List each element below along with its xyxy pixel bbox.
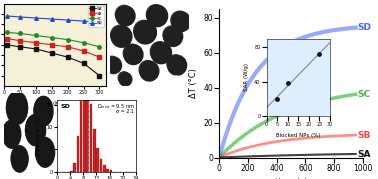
Circle shape [36, 137, 54, 167]
Bar [100, 159, 102, 172]
Circle shape [140, 61, 159, 81]
Circle shape [167, 55, 184, 72]
Text: SB: SB [357, 131, 370, 140]
Circle shape [105, 56, 119, 71]
Circle shape [172, 12, 191, 32]
Circle shape [3, 121, 18, 144]
Circle shape [11, 146, 28, 172]
Circle shape [134, 20, 154, 41]
Y-axis label: Frequency (%): Frequency (%) [36, 116, 41, 156]
Circle shape [123, 44, 140, 62]
Bar [70, 171, 73, 172]
Circle shape [105, 57, 121, 74]
Circle shape [151, 42, 172, 64]
Circle shape [111, 25, 129, 45]
Circle shape [111, 26, 132, 47]
Bar [96, 148, 99, 172]
Bar [103, 165, 105, 172]
Circle shape [124, 45, 143, 64]
Circle shape [36, 138, 52, 163]
Text: 20 nm: 20 nm [163, 74, 179, 79]
Circle shape [34, 97, 51, 122]
Circle shape [7, 92, 25, 120]
Circle shape [164, 27, 183, 46]
Circle shape [150, 42, 169, 61]
Text: SA: SA [357, 149, 371, 159]
Circle shape [115, 5, 132, 23]
Circle shape [25, 115, 46, 146]
Circle shape [34, 96, 53, 126]
Circle shape [3, 120, 21, 148]
Circle shape [118, 72, 130, 84]
Circle shape [171, 11, 188, 29]
Circle shape [134, 21, 156, 44]
Text: D$_{med}$ = 9.5 nm: D$_{med}$ = 9.5 nm [97, 102, 135, 111]
Legend: SA, SB, SC, SD: SA, SB, SC, SD [88, 6, 104, 27]
Circle shape [167, 55, 187, 75]
Bar [87, 84, 89, 172]
Bar [73, 163, 76, 172]
Circle shape [163, 26, 180, 44]
Circle shape [139, 61, 156, 78]
Circle shape [116, 6, 135, 26]
Text: SD: SD [357, 23, 371, 32]
Y-axis label: ΔT (°C): ΔT (°C) [189, 68, 198, 98]
Bar [110, 170, 112, 172]
Bar [80, 101, 82, 172]
Text: SD: SD [60, 104, 71, 109]
Circle shape [6, 91, 28, 124]
Circle shape [147, 5, 167, 27]
Text: σ = 2.1: σ = 2.1 [116, 109, 135, 114]
Circle shape [11, 146, 26, 168]
Circle shape [26, 115, 43, 142]
X-axis label: time (s): time (s) [275, 178, 307, 179]
Bar [90, 104, 92, 172]
Text: SC: SC [357, 90, 370, 99]
Bar [76, 136, 79, 172]
Bar [93, 129, 96, 172]
Circle shape [119, 73, 132, 86]
Bar [83, 86, 86, 172]
X-axis label: T (K): T (K) [48, 101, 61, 106]
Circle shape [146, 5, 165, 24]
Bar [106, 169, 109, 172]
